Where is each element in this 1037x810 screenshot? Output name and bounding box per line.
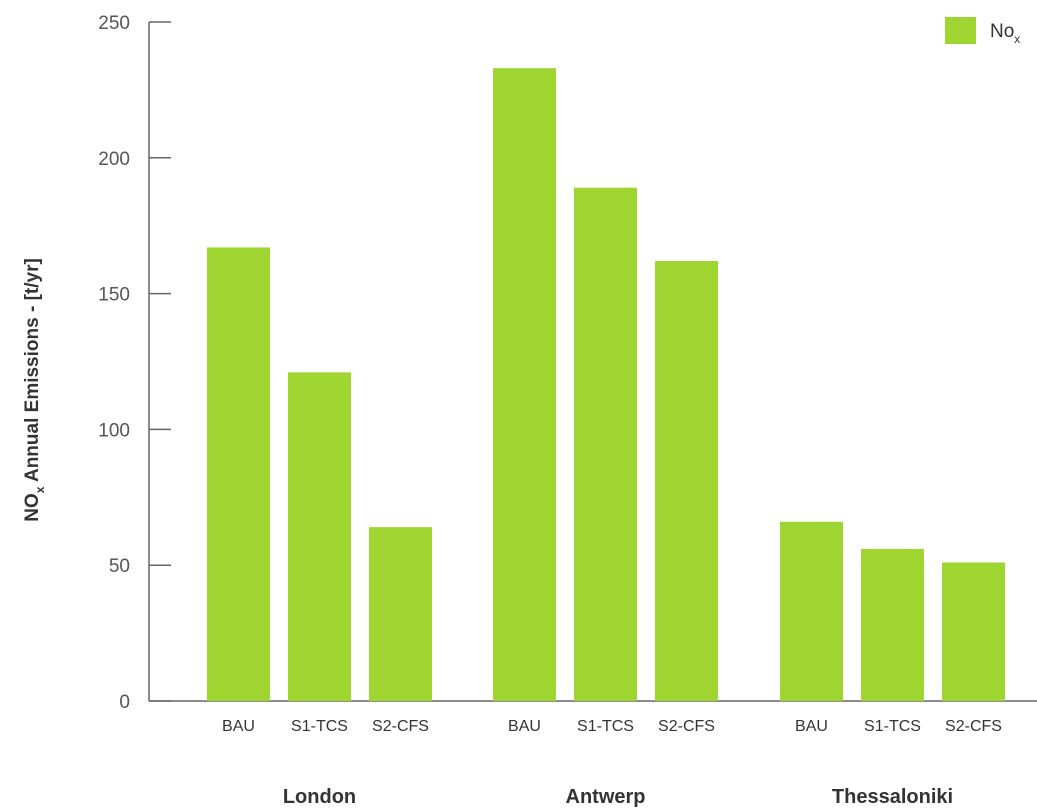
category-label: BAU <box>508 718 541 735</box>
category-label: S2-CFS <box>945 718 1002 735</box>
bar-antwerp-s1-tcs <box>574 187 637 701</box>
bar-antwerp-bau <box>493 68 556 701</box>
category-label: S1-TCS <box>577 718 634 735</box>
bar-antwerp-s2-cfs <box>655 261 718 701</box>
category-label: BAU <box>222 718 255 735</box>
legend-label: Nox <box>990 21 1020 46</box>
bar-thessaloniki-bau <box>780 521 843 701</box>
y-tick-label: 100 <box>98 420 130 441</box>
bar-thessaloniki-s2-cfs <box>942 562 1005 701</box>
y-tick-label: 150 <box>98 285 130 306</box>
group-labels: London Antwerp Thessaloniki <box>283 786 953 808</box>
legend-swatch <box>945 17 976 44</box>
bar-london-s2-cfs <box>369 527 432 701</box>
y-tick-label: 250 <box>98 13 130 34</box>
category-label: BAU <box>795 718 828 735</box>
y-tick-label: 0 <box>119 692 130 713</box>
group-label-thessaloniki: Thessaloniki <box>832 786 953 808</box>
y-axis-label: NOx Annual Emissions - [t/yr] <box>22 258 47 522</box>
y-ticks: 0 50 100 150 200 250 <box>98 13 171 713</box>
legend-label-sub: x <box>1014 32 1020 46</box>
bars <box>207 68 1005 702</box>
category-label: S2-CFS <box>658 718 715 735</box>
category-label: S1-TCS <box>291 718 348 735</box>
y-axis-label-sub: x <box>33 486 47 493</box>
y-axis-label-rest: Annual Emissions - [t/yr] <box>22 258 43 486</box>
category-labels: BAU S1-TCS S2-CFS BAU S1-TCS S2-CFS BAU S1-TCS S… <box>222 718 1002 735</box>
legend-label-main: No <box>990 21 1014 42</box>
category-label: S1-TCS <box>864 718 921 735</box>
y-axis-label-main: NO <box>22 493 43 522</box>
category-label: S2-CFS <box>372 718 429 735</box>
bar-thessaloniki-s1-tcs <box>861 548 924 701</box>
y-tick-label: 50 <box>109 556 130 577</box>
bar-london-s1-tcs <box>288 372 351 701</box>
y-tick-label: 200 <box>98 149 130 170</box>
group-label-antwerp: Antwerp <box>566 786 646 808</box>
group-label-london: London <box>283 786 356 808</box>
bar-london-bau <box>207 247 270 702</box>
